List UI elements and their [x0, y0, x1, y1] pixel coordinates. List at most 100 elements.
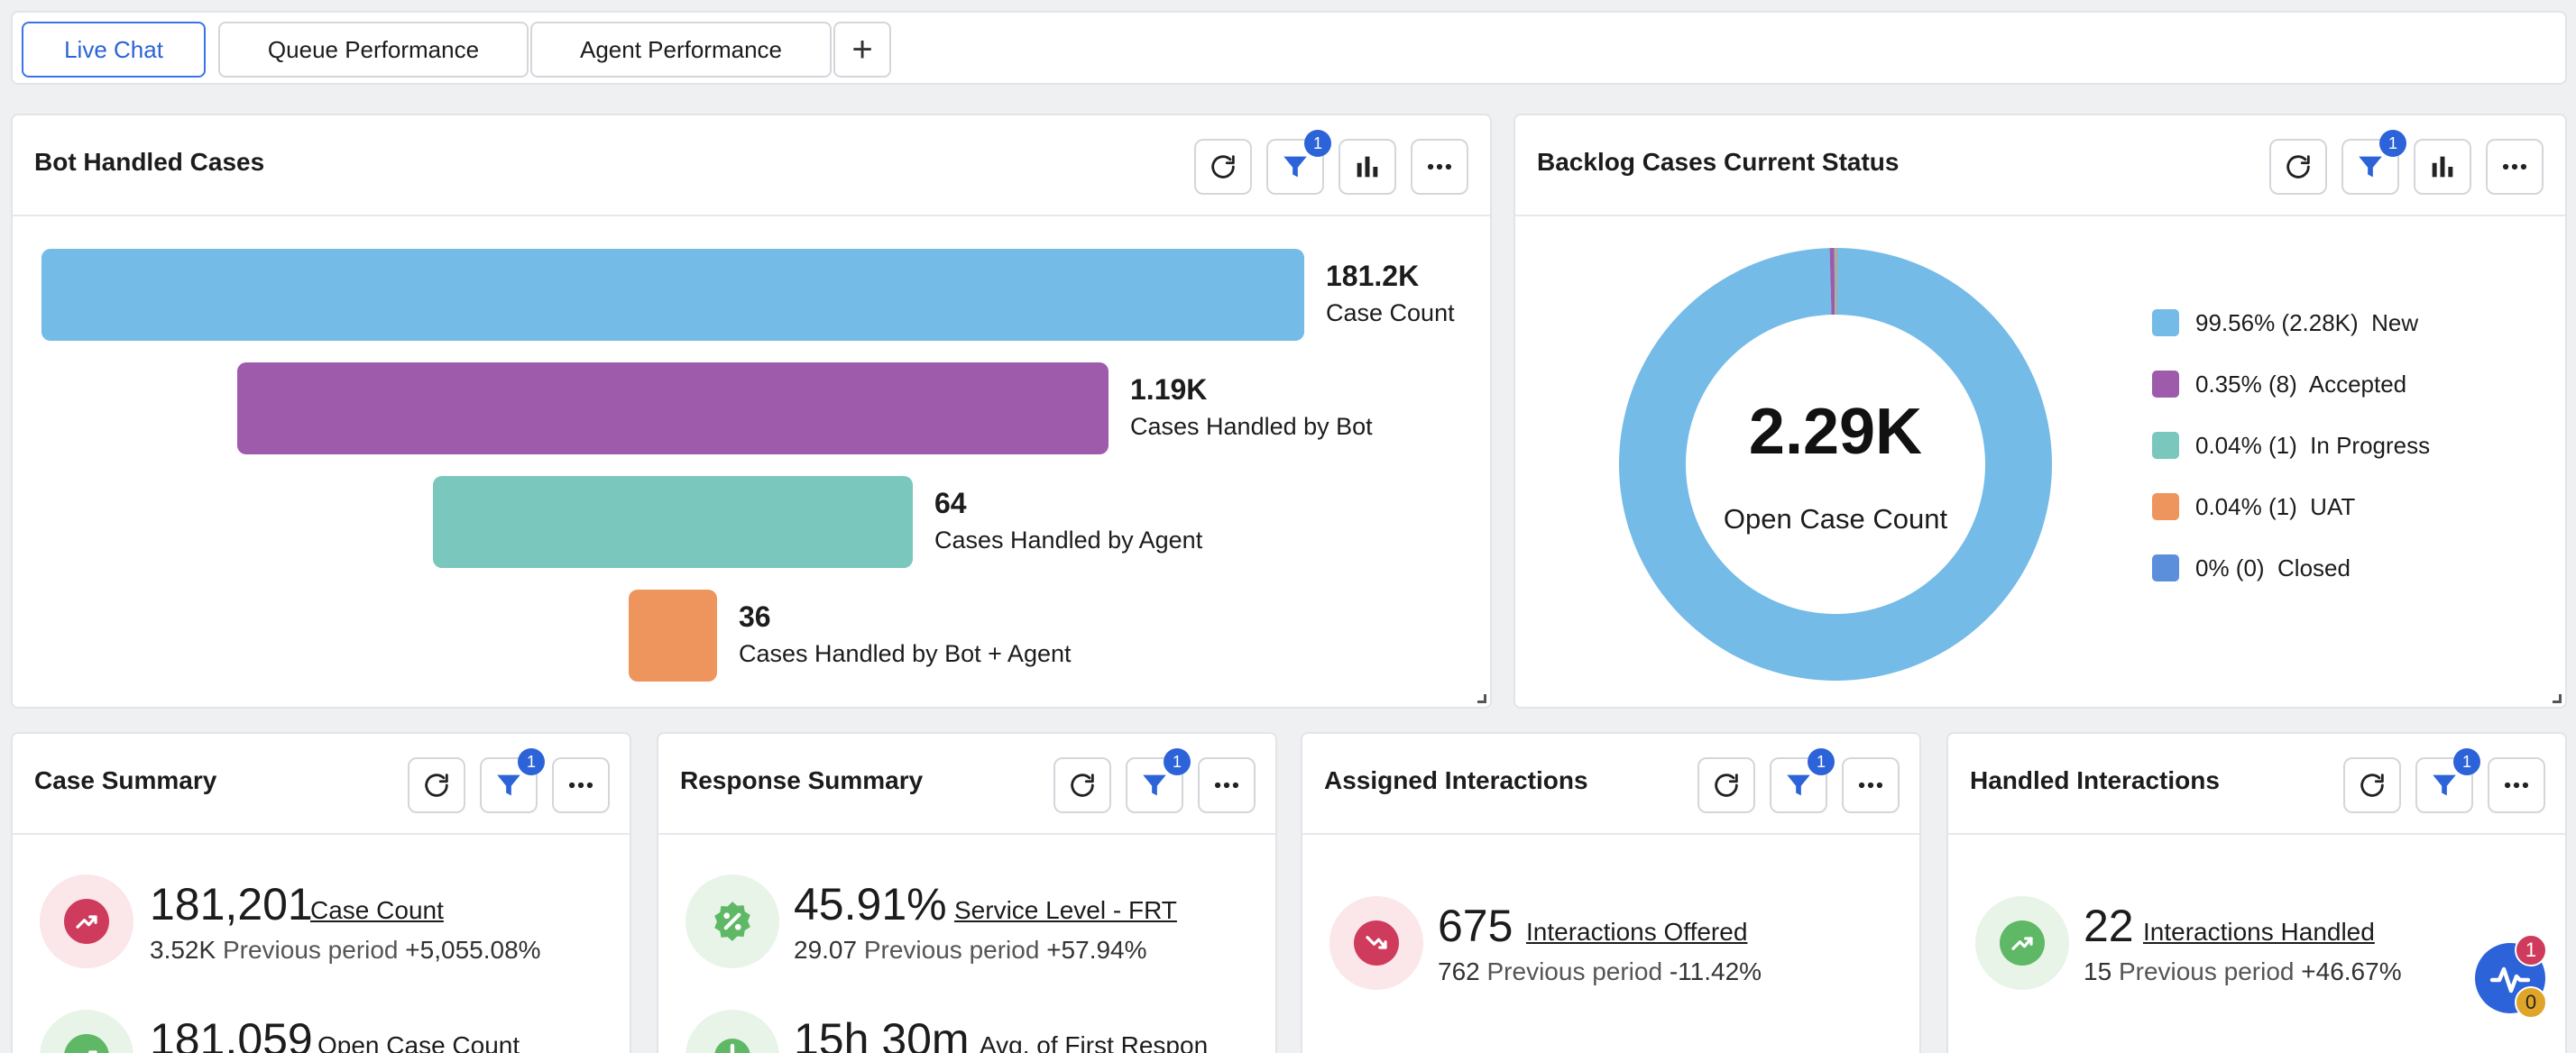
funnel-bar[interactable] [433, 476, 913, 568]
funnel-stage-label: Case Count [1326, 299, 1455, 326]
tab-queue-performance[interactable]: Queue Performance [218, 22, 529, 78]
funnel-bar[interactable] [629, 590, 717, 682]
filter-count-badge: 1 [2379, 130, 2406, 157]
pending-badge: 0 [2515, 986, 2547, 1019]
more-options-button[interactable] [2486, 139, 2544, 195]
resize-handle-icon[interactable] [2553, 694, 2562, 703]
refresh-button[interactable] [1053, 757, 1111, 813]
funnel-bar[interactable] [237, 362, 1109, 454]
trend-circle [1329, 896, 1423, 990]
trend-down-icon [1363, 929, 1390, 957]
refresh-icon [2283, 151, 2314, 182]
tab-live-chat[interactable]: Live Chat [22, 22, 206, 78]
trend-circle [40, 1010, 133, 1053]
trend-up-icon [73, 908, 100, 935]
panel-header: Response Summary 1 [658, 734, 1275, 835]
dashboard-tab-bar: Live Chat Queue Performance Agent Perfor… [11, 11, 2567, 85]
first-response-value: 15h 30m [794, 1014, 970, 1053]
donut-slice-uat[interactable] [1835, 248, 1837, 316]
previous-period-text: 29.07 Previous period +57.94% [794, 936, 1147, 964]
legend-item[interactable]: 0.35% (8) Accepted [2152, 366, 2406, 402]
filter-button[interactable]: 1 [2341, 130, 2406, 195]
donut-slice-new[interactable] [1619, 248, 2052, 681]
more-options-button[interactable] [552, 757, 610, 813]
funnel-value-label: 36 [739, 600, 771, 633]
bar-chart-icon [2427, 151, 2458, 182]
refresh-icon [1208, 151, 1238, 182]
filter-icon [2355, 151, 2386, 182]
filter-count-badge: 1 [1808, 748, 1835, 775]
filter-icon [1139, 770, 1170, 801]
panel-header: Handled Interactions 1 [1948, 734, 2565, 835]
interactions-offered-link[interactable]: Interactions Offered [1526, 918, 1748, 946]
funnel-bar[interactable] [41, 249, 1304, 341]
filter-count-badge: 1 [2453, 748, 2480, 775]
legend-label: 0.04% (1) In Progress [2195, 431, 2431, 459]
case-count-value: 181,201 [150, 879, 313, 929]
panel-title: Handled Interactions [1970, 766, 2220, 794]
more-icon [1855, 770, 1886, 801]
more-options-button[interactable] [1411, 139, 1468, 195]
resize-handle-icon[interactable] [1477, 694, 1486, 703]
response-summary-panel: Response Summary 1 45.91% Service Level … [657, 732, 1277, 1053]
handled-interactions-panel: Handled Interactions 1 22 Interactions H… [1946, 732, 2567, 1053]
filter-button[interactable]: 1 [1770, 748, 1835, 813]
trend-up-icon [73, 1043, 100, 1053]
refresh-icon [2357, 770, 2387, 801]
filter-icon [1280, 151, 1311, 182]
refresh-button[interactable] [1697, 757, 1755, 813]
refresh-button[interactable] [2269, 139, 2327, 195]
funnel-stage-label: Cases Handled by Bot + Agent [739, 640, 1072, 667]
tab-agent-performance[interactable]: Agent Performance [530, 22, 832, 78]
open-case-count-value: 181,059 [150, 1014, 313, 1053]
refresh-button[interactable] [408, 757, 465, 813]
filter-button[interactable]: 1 [1266, 130, 1331, 195]
refresh-button[interactable] [2343, 757, 2401, 813]
percent-badge-icon [710, 899, 755, 944]
case-count-link[interactable]: Case Count [310, 896, 444, 924]
filter-count-badge: 1 [1164, 748, 1191, 775]
filter-button[interactable]: 1 [1126, 748, 1191, 813]
donut-slice-accepted[interactable] [1829, 248, 1835, 316]
notification-badge: 1 [2515, 934, 2547, 966]
bot-handled-cases-panel: Bot Handled Cases 1 181.2K Case Count 1.19… [11, 114, 1492, 709]
filter-icon [1783, 770, 1814, 801]
funnel-stage-label: Cases Handled by Bot [1130, 413, 1373, 440]
legend-item[interactable]: 0% (0) Closed [2152, 550, 2351, 586]
previous-period-text: 762 Previous period -11.42% [1438, 957, 1762, 985]
funnel-value-label: 64 [934, 487, 967, 519]
legend-item[interactable]: 0.04% (1) In Progress [2152, 427, 2430, 463]
panel-title: Case Summary [34, 766, 217, 794]
legend-item[interactable]: 99.56% (2.28K) New [2152, 305, 2418, 341]
filter-button[interactable]: 1 [2415, 748, 2480, 813]
legend-item[interactable]: 0.04% (1) UAT [2152, 489, 2355, 525]
open-case-count-link[interactable]: Open Case Count [317, 1031, 520, 1053]
first-response-link[interactable]: Avg. of First Respon [980, 1031, 1209, 1053]
add-tab-button[interactable]: + [833, 22, 891, 78]
more-icon [2501, 770, 2532, 801]
activity-widget-button[interactable]: 1 0 [2475, 934, 2547, 1019]
legend-swatch [2152, 554, 2179, 581]
case-summary-panel: Case Summary 1 181,201 Case Count 3.52K … [11, 732, 631, 1053]
interactions-handled-link[interactable]: Interactions Handled [2143, 918, 2375, 946]
more-options-button[interactable] [1198, 757, 1256, 813]
service-level-link[interactable]: Service Level - FRT [954, 896, 1177, 924]
panel-title: Response Summary [680, 766, 924, 794]
chart-type-button[interactable] [1339, 139, 1396, 195]
refresh-button[interactable] [1194, 139, 1252, 195]
filter-icon [493, 770, 524, 801]
backlog-donut-chart [1619, 248, 2052, 681]
filter-count-badge: 1 [518, 748, 545, 775]
funnel-value-label: 181.2K [1326, 260, 1420, 292]
legend-label: 0% (0) Closed [2195, 554, 2351, 581]
previous-period-text: 15 Previous period +46.67% [2084, 957, 2402, 985]
chart-type-button[interactable] [2414, 139, 2471, 195]
more-options-button[interactable] [1842, 757, 1900, 813]
panel-title: Backlog Cases Current Status [1537, 148, 1900, 176]
interactions-handled-value: 22 [2084, 901, 2134, 951]
filter-button[interactable]: 1 [480, 748, 545, 813]
interactions-offered-value: 675 [1438, 901, 1513, 951]
funnel-value-label: 1.19K [1130, 373, 1208, 406]
panel-header: Backlog Cases Current Status 1 [1515, 115, 2565, 216]
more-options-button[interactable] [2488, 757, 2545, 813]
